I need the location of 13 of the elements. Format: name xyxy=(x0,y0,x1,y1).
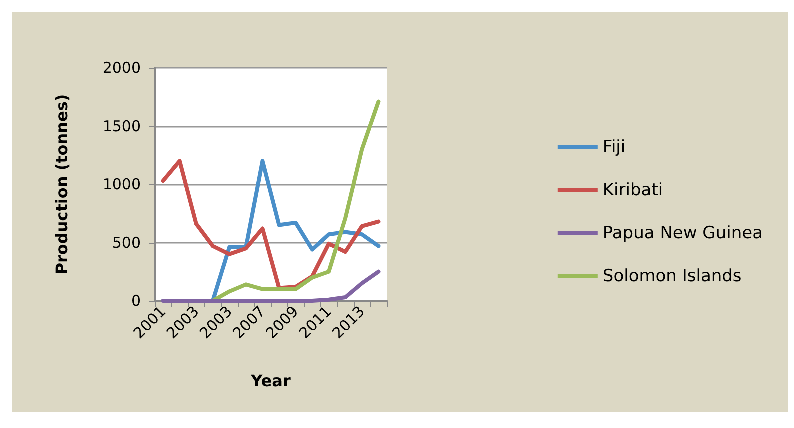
y-tick-label: 0 xyxy=(131,292,141,310)
y-tick-label: 1000 xyxy=(102,176,141,194)
y-tick-label: 2000 xyxy=(102,59,141,77)
legend-label: Kiribati xyxy=(602,180,664,200)
legend-label: Papua New Guinea xyxy=(602,224,764,244)
legend-label: Solomon Islands xyxy=(602,266,742,286)
x-axis-title: Year xyxy=(250,372,291,390)
legend-label: Fiji xyxy=(602,138,626,158)
y-tick-label: 1500 xyxy=(102,117,141,136)
line-series xyxy=(161,159,381,290)
y-tick-label: 500 xyxy=(112,234,141,252)
y-axis-title: Production (tonnes) xyxy=(52,94,72,275)
line-series xyxy=(161,270,381,303)
